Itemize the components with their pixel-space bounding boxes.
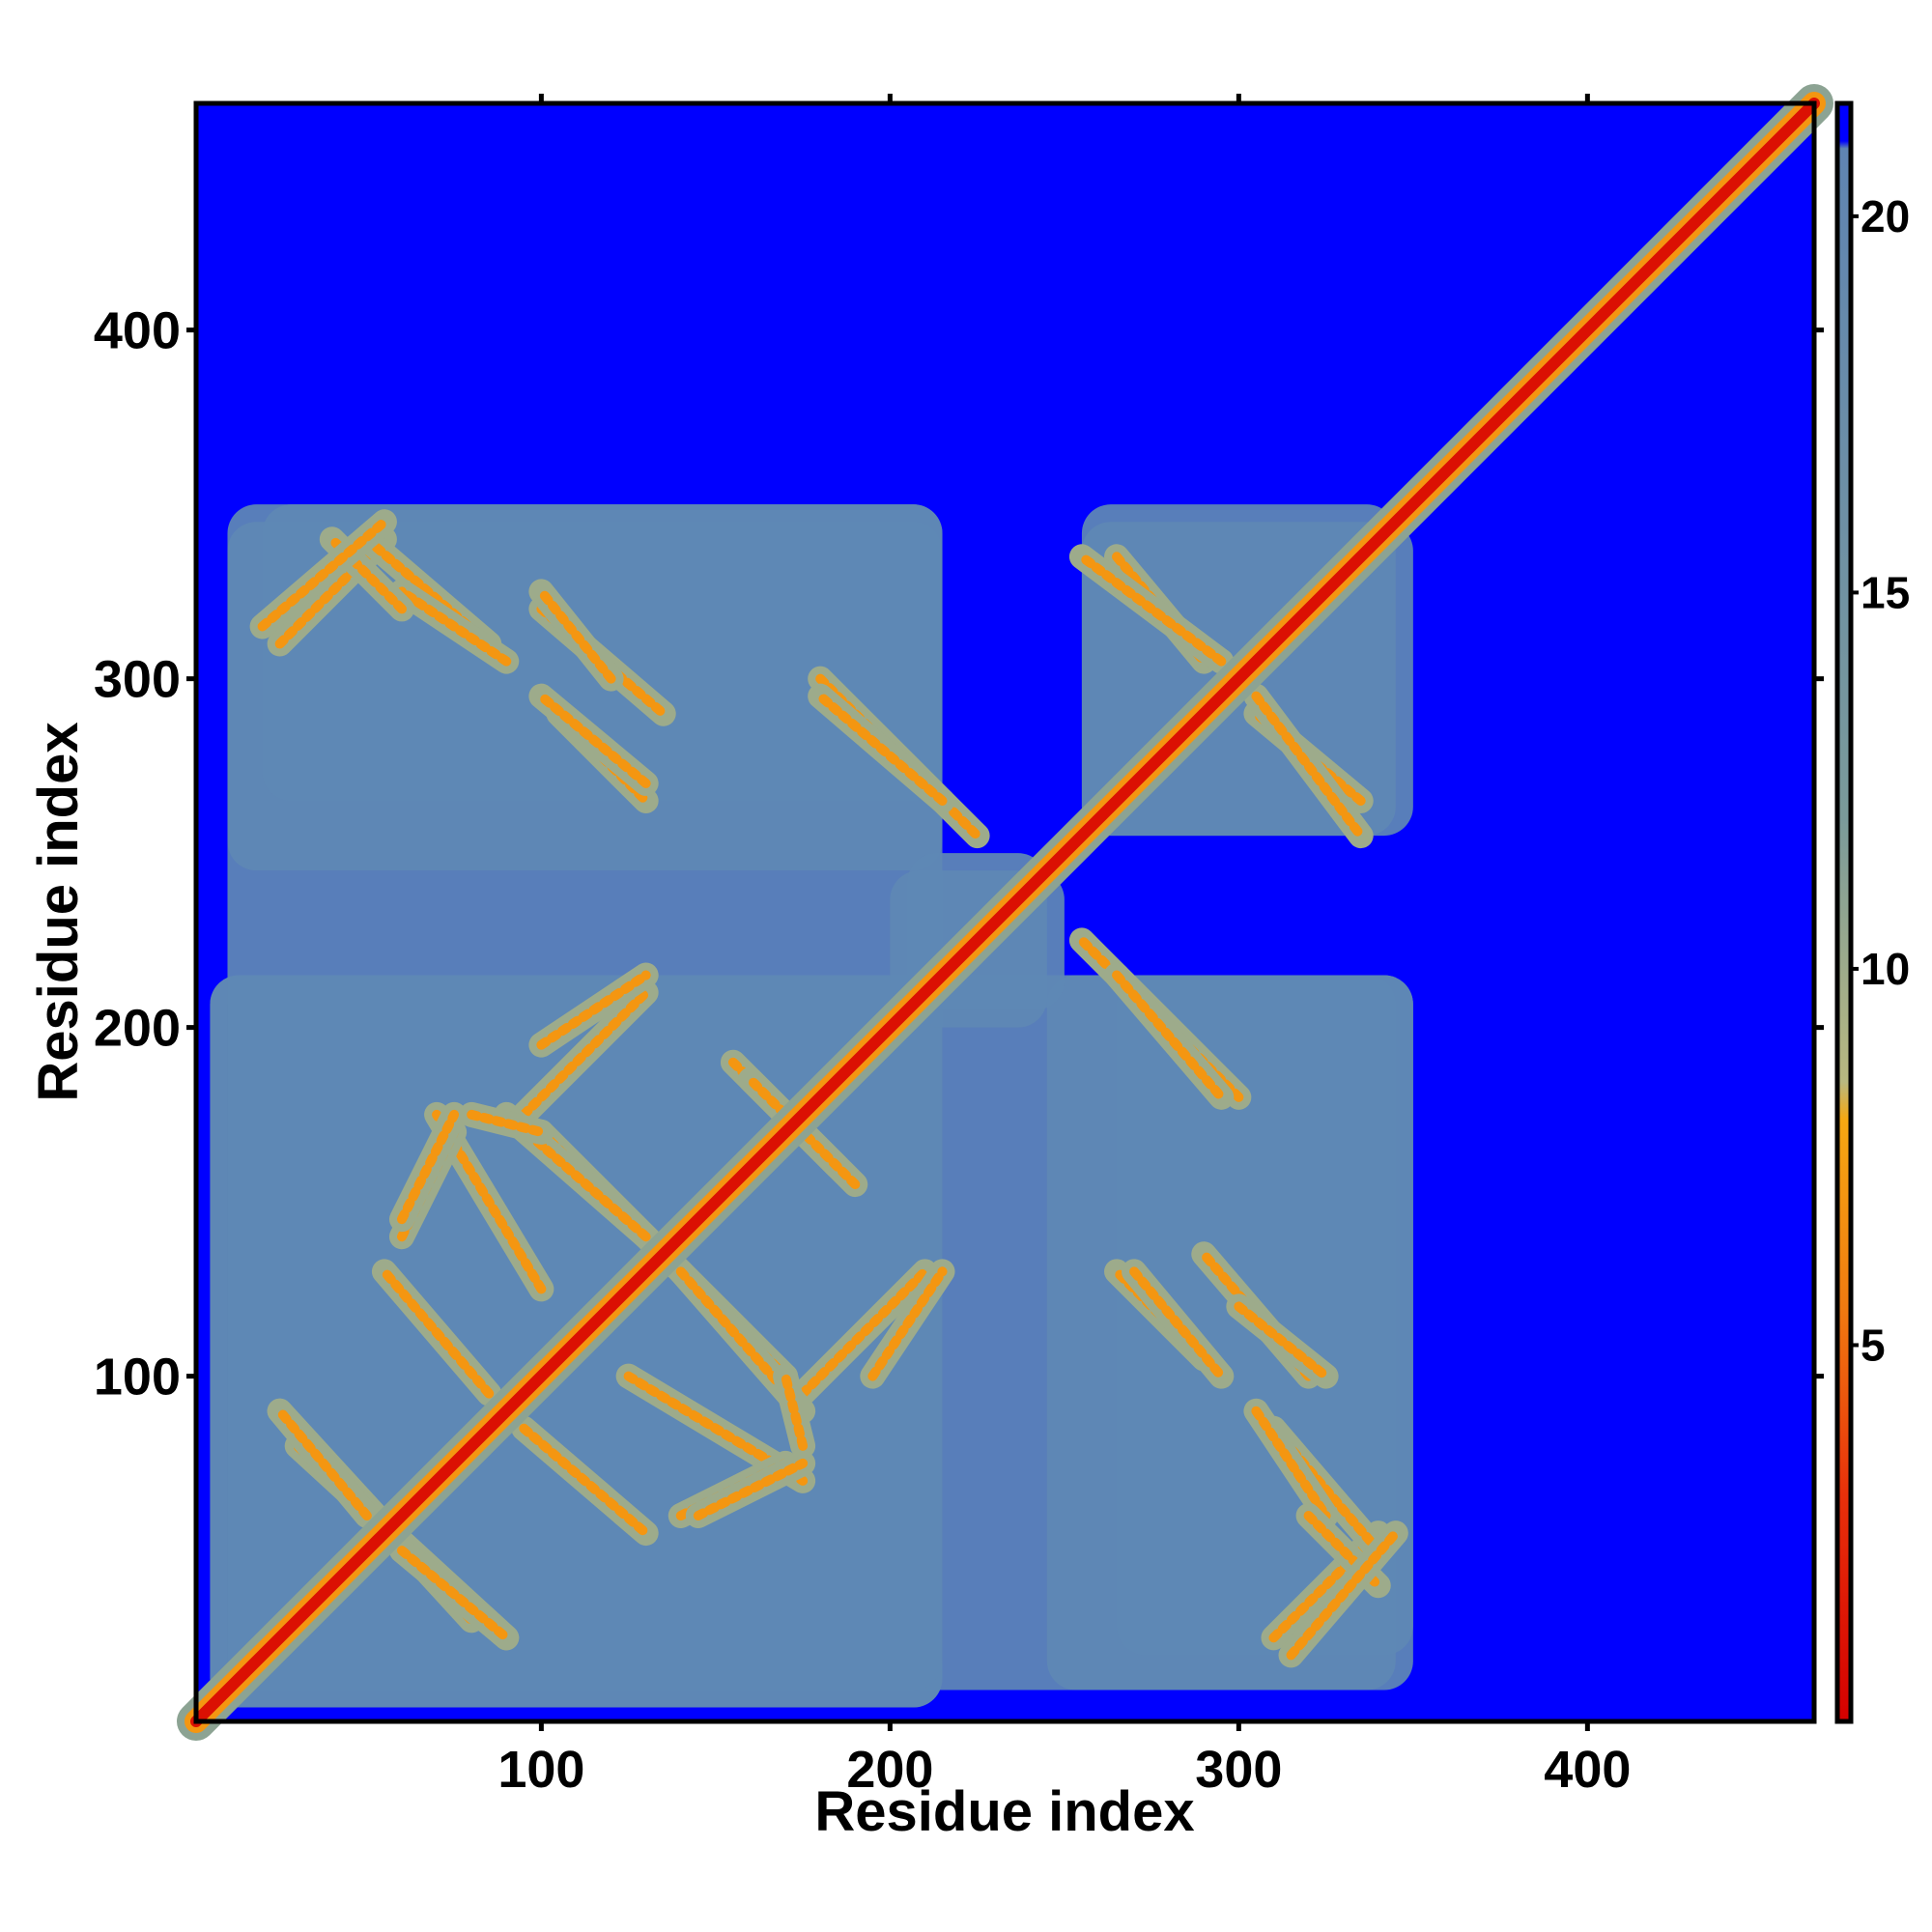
x-axis-label: Residue index bbox=[814, 1780, 1194, 1843]
contact-band bbox=[1234, 1301, 1331, 1381]
contact-band bbox=[536, 970, 651, 1050]
colorbar-ticks: 5 10 15 20 bbox=[1851, 191, 1910, 1370]
contact-band bbox=[1286, 1528, 1401, 1661]
y-tick-label: 100 bbox=[94, 1349, 181, 1406]
contact-band bbox=[1129, 1266, 1227, 1381]
contact-band bbox=[467, 1109, 547, 1137]
contact-band bbox=[519, 987, 651, 1120]
y-tick-label: 400 bbox=[94, 302, 181, 360]
y-axis: 100 200 300 400 bbox=[94, 302, 1824, 1406]
contact-band bbox=[519, 1423, 651, 1539]
colorbar-tick-label: 10 bbox=[1861, 944, 1910, 994]
contact-band bbox=[396, 1546, 512, 1643]
contact-band bbox=[1112, 970, 1227, 1102]
contact-band bbox=[1251, 691, 1366, 841]
x-tick-label: 100 bbox=[497, 1741, 584, 1799]
contact-band bbox=[274, 1406, 372, 1521]
contact-band bbox=[257, 517, 389, 632]
contact-band bbox=[693, 1458, 809, 1521]
y-axis-label: Residue index bbox=[27, 722, 90, 1101]
contact-band bbox=[396, 1109, 460, 1225]
contact-band bbox=[379, 1266, 495, 1399]
contact-band bbox=[1076, 552, 1227, 667]
contact-band bbox=[867, 1266, 948, 1381]
contact-band bbox=[536, 691, 651, 788]
x-axis: 100 200 300 400 bbox=[497, 94, 1631, 1799]
y-tick-label: 200 bbox=[94, 1000, 181, 1058]
colorbar-tick-label: 15 bbox=[1861, 567, 1910, 617]
x-tick-label: 400 bbox=[1544, 1741, 1631, 1799]
colorbar-tick-label: 5 bbox=[1861, 1320, 1886, 1370]
x-tick-label: 200 bbox=[846, 1741, 933, 1799]
plot-frame bbox=[193, 100, 1817, 1724]
y-tick-label: 300 bbox=[94, 651, 181, 709]
contact-band bbox=[798, 1266, 930, 1399]
colorbar-tick-label: 20 bbox=[1861, 191, 1910, 242]
contact-band bbox=[781, 1371, 809, 1451]
x-tick-label: 300 bbox=[1195, 1741, 1282, 1799]
contact-band bbox=[536, 586, 616, 684]
colorbar bbox=[1834, 100, 1854, 1724]
contact-band bbox=[396, 586, 512, 667]
contact-band bbox=[815, 691, 948, 806]
diagonal-band bbox=[190, 98, 1820, 1727]
heatmap-cells bbox=[177, 84, 1833, 1741]
contact-band bbox=[1251, 1406, 1331, 1521]
